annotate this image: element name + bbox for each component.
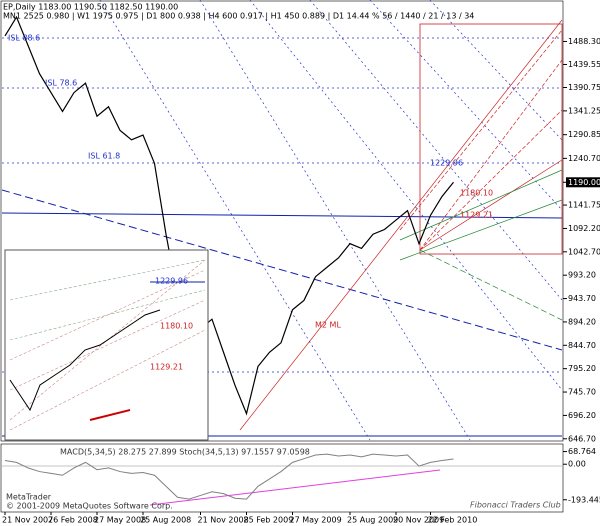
trend-line <box>1 189 563 351</box>
x-tick-label: 21 Nov 2007 <box>2 516 53 525</box>
annotation: © 2001-2009 MetaQuotes Software Corp. <box>6 502 173 511</box>
oscillator-panel <box>0 443 564 513</box>
y-tick-label: 696.20 <box>568 411 596 420</box>
x-tick-label: 20 Nov 2009 <box>393 516 444 525</box>
pitchfork <box>239 19 563 431</box>
y-tick-label: 993.20 <box>568 271 596 280</box>
oscillator-title: MACD(5,34,5) 28.275 27.899 Stoch(34,5,13… <box>60 448 310 457</box>
y-tick-label: 1092.20 <box>568 224 600 233</box>
x-tick-label: 27 May 2008 <box>94 516 146 525</box>
chart-subtitle: MN1 2525 0.980 | W1 1975 0.975 | D1 800 … <box>3 12 474 21</box>
x-tick-label: 26 Feb 2008 <box>48 516 98 525</box>
annotation: 1180.10 <box>460 189 493 198</box>
y-tick-label: 745.70 <box>568 388 596 397</box>
osc-extras <box>2 465 562 506</box>
y-tick-label: 68.764 <box>568 447 596 456</box>
x-tick-label: 22 Feb 2010 <box>428 516 478 525</box>
x-tick-label: 25 Feb 2009 <box>244 516 294 525</box>
x-tick-label: 25 Aug 2008 <box>140 516 191 525</box>
annotation: Fibonacci Traders Club <box>470 501 561 510</box>
chart-title: EP,Daily 1183.00 1190.50 1182.50 1190.00 <box>3 3 178 12</box>
annotation: M2 ML <box>315 321 341 330</box>
x-tick-label: 25 Aug 2009 <box>347 516 398 525</box>
y-tick-label: 844.70 <box>568 341 596 350</box>
annotation: 1229.96 <box>430 159 463 168</box>
price-line <box>4 453 454 500</box>
y-tick-label: 894.20 <box>568 317 596 326</box>
inset <box>4 249 209 441</box>
fib-lines <box>2 0 563 441</box>
annotation: 1129.21 <box>150 363 183 372</box>
price-panel <box>0 0 564 442</box>
y-tick-label: 646.70 <box>568 434 596 443</box>
annotation: ISL 61.8 <box>88 152 120 161</box>
y-tick-label: 1290.85 <box>568 130 600 139</box>
annotation: 1180.10 <box>160 322 193 331</box>
current-price-box <box>566 177 600 188</box>
trend-line <box>1 212 563 219</box>
y-tick-label: 795.20 <box>568 364 596 373</box>
y-tick-label: 1141.75 <box>568 201 600 210</box>
annotation: ISL 78.6 <box>45 79 77 88</box>
y-tick-label: 1341.25 <box>568 106 600 115</box>
y-tick-label: 1488.30 <box>568 37 600 46</box>
annotation: 1229.96 <box>155 277 188 286</box>
y-tick-label: 1042.70 <box>568 247 600 256</box>
y-tick-label: -193.445 <box>568 495 600 504</box>
x-tick-label: 27 May 2009 <box>290 516 342 525</box>
x-tick-label: 21 Nov 2008 <box>198 516 249 525</box>
y-tick-label: 943.70 <box>568 294 596 303</box>
y-tick-label: 1190.00 <box>568 178 600 187</box>
y-tick-label: 1390.75 <box>568 83 600 92</box>
annotation: MetaTrader <box>6 493 52 502</box>
annotation: ISL 88.6 <box>8 34 40 43</box>
annotation: 1129.21 <box>460 211 493 220</box>
y-tick-label: 0.00 <box>568 460 586 469</box>
price-line <box>4 15 454 416</box>
y-tick-label: 1439.55 <box>568 60 600 69</box>
green-lines <box>399 169 563 321</box>
y-tick-label: 1240.70 <box>568 154 600 163</box>
box <box>419 23 563 255</box>
